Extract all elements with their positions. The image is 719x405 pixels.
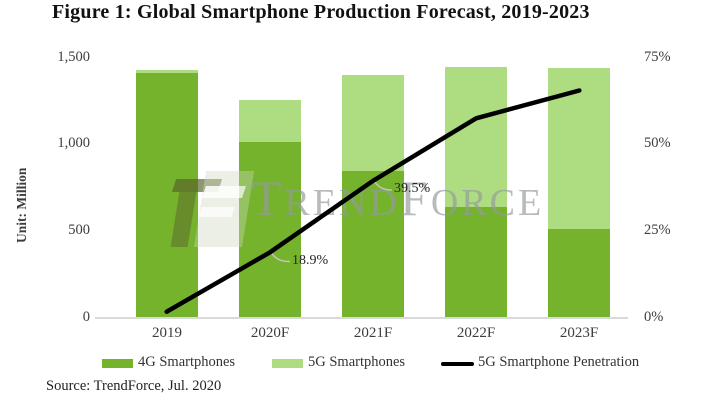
legend-swatch-penetration-line (441, 361, 474, 366)
x-tick-2023f: 2023F (559, 325, 599, 341)
logo-mark-f-mid (198, 207, 235, 217)
legend-label-penetration: 5G Smartphone Penetration (478, 354, 640, 370)
x-axis-line (95, 317, 628, 319)
legend-label-5g: 5G Smartphones (308, 354, 406, 370)
watermark-letter: T (251, 170, 285, 226)
legend-swatch-4g (102, 359, 133, 368)
chart-title: Figure 1: Global Smartphone Production F… (52, 1, 590, 23)
x-tick-2022f: 2022F (456, 325, 496, 341)
y2-tick-25: 25% (644, 222, 671, 238)
logo-mark-f-top (202, 186, 246, 198)
watermark-letters: ORCE (430, 182, 545, 224)
x-tick-2019: 2019 (152, 325, 182, 341)
bar-2019-5g (135, 69, 198, 74)
y2-tick-75: 75% (644, 49, 671, 65)
bar-2021f-5g (342, 74, 404, 172)
legend-label-4g: 4G Smartphones (138, 354, 236, 370)
watermark-letter: F (400, 170, 431, 226)
y-tick-1500: 1,500 (57, 49, 90, 65)
data-label-2020-penetration: 18.9% (292, 253, 329, 268)
legend-swatch-5g (272, 359, 303, 368)
bar-2023f-4g (548, 229, 611, 318)
watermark-letters: REND (284, 182, 400, 224)
y-axis-title: Unit: Million (14, 167, 29, 243)
data-label-2021-penetration: 39.5% (394, 181, 431, 196)
source-note: Source: TrendForce, Jul. 2020 (46, 378, 222, 394)
y2-tick-0: 0% (644, 309, 664, 325)
y-tick-1000: 1,000 (57, 135, 90, 151)
x-tick-2021f: 2021F (353, 325, 393, 341)
y-tick-0: 0 (82, 309, 90, 325)
x-tick-2020f: 2020F (250, 325, 290, 341)
y2-tick-50: 50% (644, 135, 671, 151)
bar-2020f-4g (238, 141, 301, 318)
y-tick-500: 500 (68, 222, 90, 238)
bar-2020f-5g (238, 100, 301, 142)
